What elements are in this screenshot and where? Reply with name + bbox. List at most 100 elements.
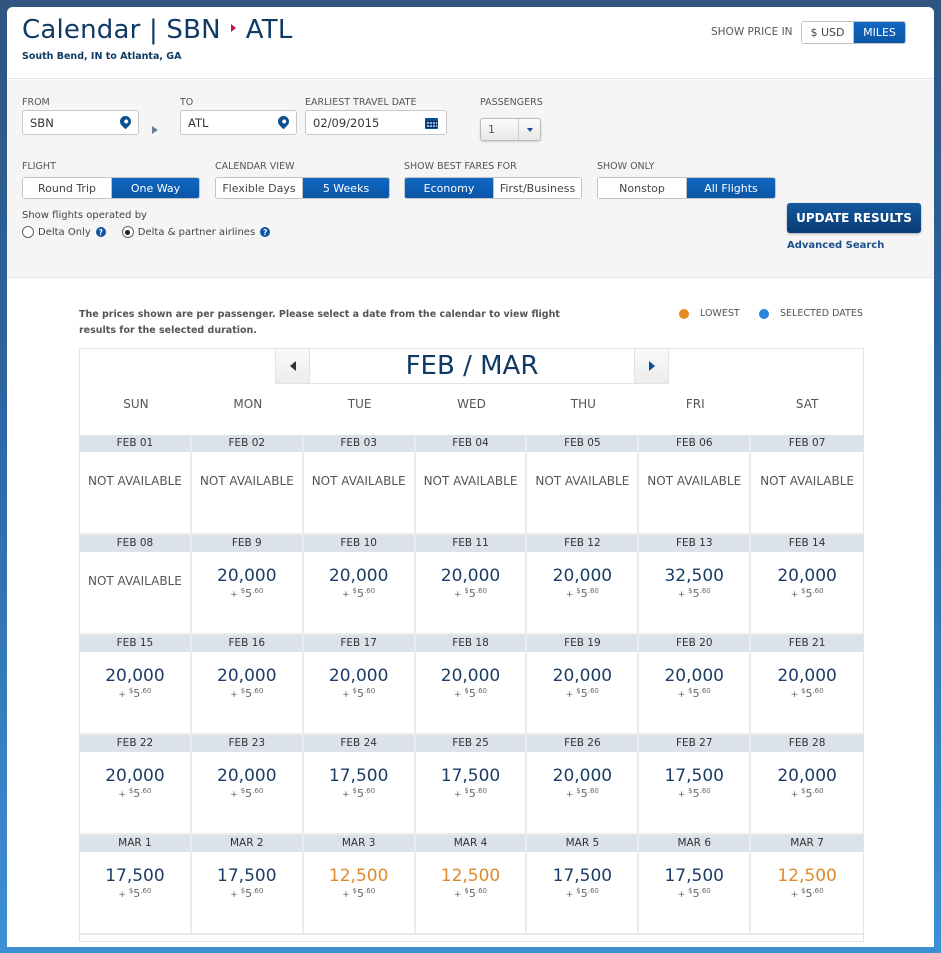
fare-miles[interactable]: 17,500 (664, 766, 724, 786)
delta-partner-label[interactable]: Delta & partner airlines (137, 226, 256, 238)
fare-miles[interactable]: 20,000 (328, 666, 389, 686)
dropdown-chevron-icon[interactable] (518, 119, 540, 140)
economy-button[interactable]: Economy (405, 178, 493, 198)
delta-only-radio[interactable] (22, 226, 34, 238)
tax-plus: + (454, 790, 465, 800)
operated-by-label: Show flights operated by (22, 210, 147, 221)
fare-miles[interactable]: 17,500 (552, 866, 613, 886)
calendar-day-cell[interactable]: FEB 25 17,500 + $5.60 (415, 735, 528, 835)
calendar-day-cell[interactable]: FEB 13 32,500 + $5.60 (639, 535, 752, 635)
calendar-day-cell[interactable]: FEB 22 20,000 + $5.60 (80, 735, 192, 835)
help-icon[interactable]: ? (260, 227, 271, 237)
fare-miles[interactable]: 20,000 (552, 566, 613, 586)
fare-miles[interactable]: 20,000 (217, 666, 277, 686)
all-flights-button[interactable]: All Flights (686, 178, 775, 198)
fare-miles[interactable]: 20,000 (217, 766, 277, 786)
fare-tax: + $5.60 (751, 687, 863, 700)
fare-miles[interactable]: 17,500 (440, 766, 501, 786)
location-pin-icon[interactable] (275, 113, 292, 130)
fare-miles[interactable]: 32,500 (664, 566, 724, 586)
fare-tax: + $5.60 (80, 787, 190, 800)
calendar-day-cell[interactable]: MAR 3 12,500 + $5.60 (303, 835, 416, 935)
fare-miles[interactable]: 20,000 (552, 666, 613, 686)
calendar-day-cell[interactable]: FEB 27 17,500 + $5.60 (639, 735, 752, 835)
earliest-travel-date-label: EARLIEST TRAVEL DATE (305, 97, 417, 108)
calendar-icon[interactable] (425, 118, 438, 129)
fare-miles[interactable]: 20,000 (328, 566, 389, 586)
fare-miles[interactable]: 20,000 (105, 666, 165, 686)
lowest-fare-miles[interactable]: 12,500 (328, 866, 389, 886)
calendar-day-cell[interactable]: MAR 6 17,500 + $5.60 (639, 835, 752, 935)
fare-miles[interactable]: 20,000 (440, 566, 501, 586)
calendar-day-cell[interactable]: MAR 7 12,500 + $5.60 (751, 835, 864, 935)
travel-date-input[interactable]: 02/09/2015 (305, 110, 447, 135)
calendar-day-cell[interactable]: FEB 12 20,000 + $5.60 (527, 535, 640, 635)
calendar-day-cell[interactable]: FEB 19 20,000 + $5.60 (527, 635, 640, 735)
fare-miles[interactable]: 20,000 (777, 566, 837, 586)
fare-miles[interactable]: 17,500 (328, 766, 389, 786)
fare-miles[interactable]: 20,000 (217, 566, 277, 586)
day-date-label: MAR 1 (80, 835, 190, 852)
next-month-button[interactable] (635, 349, 668, 383)
calendar-day-cell[interactable]: MAR 5 17,500 + $5.60 (527, 835, 640, 935)
calendar-day-cell[interactable]: FEB 9 20,000 + $5.60 (191, 535, 304, 635)
tax-cents: .60 (475, 687, 488, 695)
delta-only-label[interactable]: Delta Only (38, 226, 91, 238)
tax-whole: 5 (133, 687, 141, 700)
calendar-day-cell[interactable]: FEB 20 20,000 + $5.60 (639, 635, 752, 735)
lowest-fare-miles[interactable]: 12,500 (440, 866, 501, 886)
day-date-label: FEB 11 (415, 535, 526, 552)
calendar-day-cell[interactable]: FEB 21 20,000 + $5.60 (751, 635, 864, 735)
day-date-label: FEB 07 (751, 435, 864, 452)
flexible-days-button[interactable]: Flexible Days (216, 178, 302, 198)
location-pin-icon[interactable] (117, 113, 134, 130)
round-trip-button[interactable]: Round Trip (23, 178, 111, 198)
fare-miles[interactable]: 17,500 (217, 866, 277, 886)
calendar-day-cell[interactable]: FEB 23 20,000 + $5.60 (191, 735, 304, 835)
prev-month-button[interactable] (276, 349, 309, 383)
fare-miles[interactable]: 20,000 (664, 666, 724, 686)
one-way-button[interactable]: One Way (111, 178, 199, 198)
calendar-day-cell[interactable]: FEB 26 20,000 + $5.60 (527, 735, 640, 835)
lowest-fare-miles[interactable]: 12,500 (777, 866, 837, 886)
fare-tax: + $5.60 (527, 887, 637, 900)
fare-miles[interactable]: 20,000 (105, 766, 165, 786)
day-date-label: FEB 05 (527, 435, 638, 452)
tax-currency: $ (464, 587, 469, 595)
from-input[interactable]: SBN (22, 110, 139, 135)
calendar-day-cell[interactable]: FEB 24 17,500 + $5.60 (303, 735, 416, 835)
delta-partner-radio[interactable] (121, 226, 134, 238)
advanced-search-link[interactable]: Advanced Search (787, 240, 885, 251)
calendar-day-cell[interactable]: MAR 2 17,500 + $5.60 (191, 835, 304, 935)
fare-miles[interactable]: 17,500 (105, 866, 165, 886)
calendar-day-cell[interactable]: MAR 4 12,500 + $5.60 (415, 835, 528, 935)
fare-miles[interactable]: 20,000 (552, 766, 613, 786)
calendar-day-cell[interactable]: FEB 28 20,000 + $5.60 (751, 735, 864, 835)
calendar-day-cell[interactable]: MAR 1 17,500 + $5.60 (80, 835, 192, 935)
fare-miles[interactable]: 20,000 (440, 666, 501, 686)
fare-miles[interactable]: 20,000 (777, 666, 837, 686)
fare-miles[interactable]: 17,500 (664, 866, 724, 886)
first-business-button[interactable]: First/Business (493, 178, 581, 198)
miles-button[interactable]: MILES (853, 22, 905, 43)
tax-cents: .60 (812, 587, 824, 595)
tax-cents: .60 (475, 787, 488, 795)
calendar-day-cell[interactable]: FEB 11 20,000 + $5.60 (415, 535, 528, 635)
fare-miles[interactable]: 20,000 (777, 766, 837, 786)
tax-plus: + (565, 790, 577, 800)
help-icon[interactable]: ? (95, 227, 106, 237)
calendar-day-cell[interactable]: FEB 10 20,000 + $5.60 (303, 535, 416, 635)
calendar-day-cell[interactable]: FEB 15 20,000 + $5.60 (80, 635, 192, 735)
page-header: Calendar | SBN ATL South Bend, IN to Atla… (7, 7, 934, 79)
calendar-day-cell[interactable]: FEB 14 20,000 + $5.60 (751, 535, 864, 635)
to-input[interactable]: ATL (180, 110, 297, 135)
calendar-day-cell[interactable]: FEB 16 20,000 + $5.60 (191, 635, 304, 735)
day-date-label: FEB 20 (639, 635, 750, 652)
nonstop-button[interactable]: Nonstop (598, 178, 686, 198)
calendar-day-cell[interactable]: FEB 17 20,000 + $5.60 (303, 635, 416, 735)
passengers-select[interactable]: 1 (480, 118, 541, 141)
five-weeks-button[interactable]: 5 Weeks (302, 178, 389, 198)
usd-button[interactable]: $ USD (802, 22, 853, 43)
calendar-day-cell[interactable]: FEB 18 20,000 + $5.60 (415, 635, 528, 735)
update-results-button[interactable]: UPDATE RESULTS (787, 203, 921, 233)
